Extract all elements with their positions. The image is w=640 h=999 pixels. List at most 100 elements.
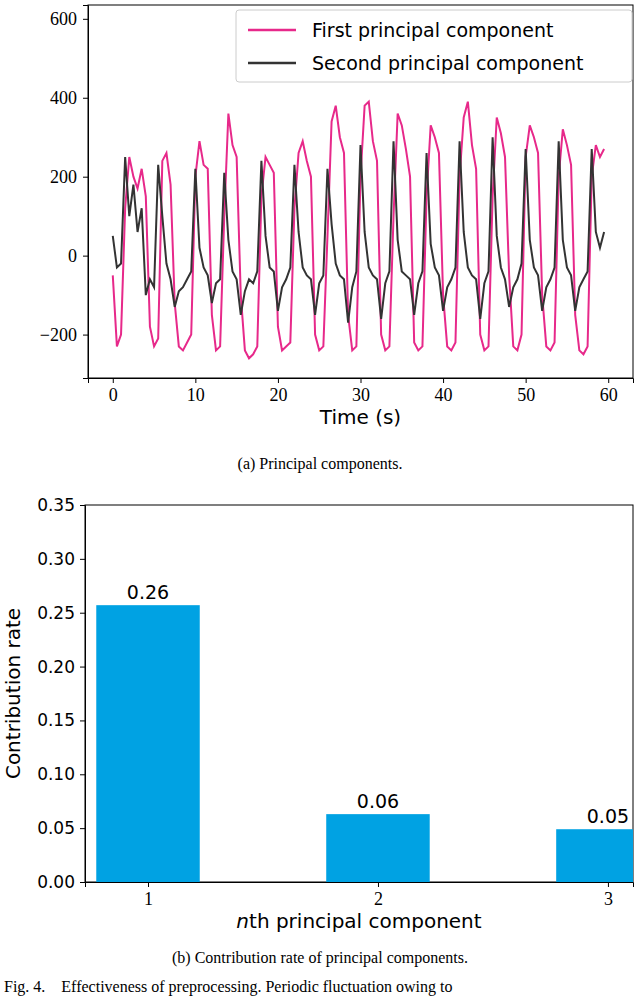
y-axis-tick: 0 — [68, 246, 88, 266]
y-axis-tick-label: 200 — [50, 167, 77, 187]
y-axis-tick-label: 400 — [50, 88, 77, 108]
plot-frame — [88, 5, 633, 378]
y-axis-tick: 0.30 — [37, 549, 85, 569]
x-axis-title: Time (s) — [319, 405, 401, 429]
x-axis-tick-label: 2 — [374, 889, 383, 909]
bar — [556, 829, 633, 882]
y-axis-tick-label: 0.05 — [37, 818, 75, 838]
y-axis-tick-mark — [80, 828, 85, 829]
legend: First principal component Second principa… — [236, 10, 632, 82]
figure: 0 10 20 30 40 50 60 −200 0 200 400 600 Time (s) First… — [0, 0, 640, 999]
x-axis-tick-mark — [278, 378, 279, 383]
y-axis-tick-mark — [83, 335, 88, 336]
y-axis-tick: 0.25 — [37, 603, 85, 623]
bar — [96, 605, 199, 882]
figure-caption: Fig. 4. Effectiveness of preprocessing. … — [4, 978, 453, 996]
bar — [326, 814, 429, 882]
y-axis-tick-mark — [83, 19, 88, 20]
x-axis-tick-mark — [113, 378, 114, 383]
x-axis-tick: 0 — [109, 378, 118, 405]
x-axis-tick-label: 30 — [352, 385, 370, 405]
y-axis-tick: 0.20 — [37, 657, 85, 677]
legend-swatch — [248, 29, 296, 32]
y-axis-tick: −200 — [40, 325, 88, 345]
y-axis-tick: 0.10 — [37, 764, 85, 784]
y-axis-tick-label: 0.15 — [37, 710, 75, 730]
x-axis-tick: 10 — [187, 378, 205, 405]
y-axis-tick-label: 0.20 — [37, 657, 75, 677]
y-axis-tick: 0.00 — [37, 872, 85, 892]
y-axis-tick-label: 0.10 — [37, 764, 75, 784]
data-label: 0.06 — [357, 790, 399, 812]
y-axis-tick-mark — [83, 177, 88, 178]
x-axis-tick: 2 — [374, 882, 383, 909]
x-axis-tick-label: 40 — [435, 385, 453, 405]
x-axis-tick: 60 — [600, 378, 618, 405]
x-axis-tick-label: 1 — [144, 889, 153, 909]
y-axis: 0.00 0.05 0.10 0.15 0.20 0.25 0.30 0.35 — [37, 495, 85, 892]
y-axis-tick-mark — [80, 505, 85, 506]
y-axis-tick-mark — [80, 720, 85, 721]
x-axis-tick-label: 60 — [600, 385, 618, 405]
x-axis-tick-mark — [608, 378, 609, 383]
y-axis-tick-mark — [80, 667, 85, 668]
y-axis-tick: 600 — [50, 9, 88, 29]
x-axis-tick-mark — [361, 378, 362, 383]
x-axis-line — [86, 883, 634, 888]
x-axis-tick: 3 — [604, 882, 613, 909]
plot-frame — [85, 505, 633, 882]
y-axis-tick: 0.05 — [37, 818, 85, 838]
y-axis-tick-label: 0.35 — [37, 495, 75, 515]
bar-chart: 1 2 3 0.00 0.05 0.10 0.15 0.20 0.25 0.30 0.35 0.26 0… — [1, 495, 640, 967]
x-axis-tick: 30 — [352, 378, 370, 405]
y-axis-tick: 0.35 — [37, 495, 85, 515]
y-axis-tick-mark — [80, 774, 85, 775]
legend-label: Second principal component — [312, 52, 583, 74]
plot-area — [113, 102, 604, 359]
y-axis-tick-label: 0.00 — [37, 872, 75, 892]
x-axis: 0 10 20 30 40 50 60 — [89, 378, 634, 405]
y-axis-tick-mark — [80, 613, 85, 614]
y-axis-tick-mark — [83, 98, 88, 99]
x-axis-tick-label: 3 — [604, 889, 613, 909]
series-line — [113, 102, 604, 359]
data-label: 0.26 — [127, 581, 169, 603]
y-axis-tick: 200 — [50, 167, 88, 187]
y-axis-tick: 400 — [50, 88, 88, 108]
x-axis-tick: 1 — [144, 882, 153, 909]
x-axis-tick-mark — [443, 378, 444, 383]
line-chart: 0 10 20 30 40 50 60 −200 0 200 400 600 Time (s) First… — [40, 5, 634, 473]
x-axis-tick-mark — [378, 882, 379, 887]
x-axis-tick-label: 0 — [109, 385, 118, 405]
data-label: 0.05 — [587, 805, 629, 827]
x-axis-tick-label: 10 — [187, 385, 205, 405]
x-axis-tick-mark — [526, 378, 527, 383]
y-axis-tick-label: −200 — [40, 325, 77, 345]
y-axis-tick-label: 600 — [50, 9, 77, 29]
chart-caption: (a) Principal components. — [238, 455, 403, 473]
legend-label: First principal component — [312, 19, 553, 41]
x-axis-line — [89, 379, 634, 384]
y-axis-tick-mark — [83, 256, 88, 257]
y-axis-title: Contribution rate — [1, 608, 25, 779]
series-line — [113, 137, 604, 323]
x-axis: 1 2 3 — [86, 882, 634, 909]
y-axis-tick-label: 0.25 — [37, 603, 75, 623]
chart-caption: (b) Contribution rate of principal compo… — [172, 949, 468, 967]
x-axis-tick: 40 — [435, 378, 453, 405]
x-axis-tick-mark — [148, 882, 149, 887]
legend-box — [236, 10, 632, 82]
x-axis-tick: 50 — [517, 378, 535, 405]
y-axis-tick-mark — [80, 559, 85, 560]
y-axis-tick-label: 0.30 — [37, 549, 75, 569]
x-axis-title: nth principal component — [236, 909, 481, 933]
x-axis-tick: 20 — [269, 378, 287, 405]
x-axis-tick-label: 50 — [517, 385, 535, 405]
y-axis: −200 0 200 400 600 — [40, 6, 89, 379]
y-axis-tick-label: 0 — [68, 246, 77, 266]
y-axis-tick: 0.15 — [37, 710, 85, 730]
y-axis-tick-mark — [80, 882, 85, 883]
x-axis-tick-label: 20 — [269, 385, 287, 405]
x-axis-tick-mark — [608, 882, 609, 887]
x-axis-tick-mark — [195, 378, 196, 383]
